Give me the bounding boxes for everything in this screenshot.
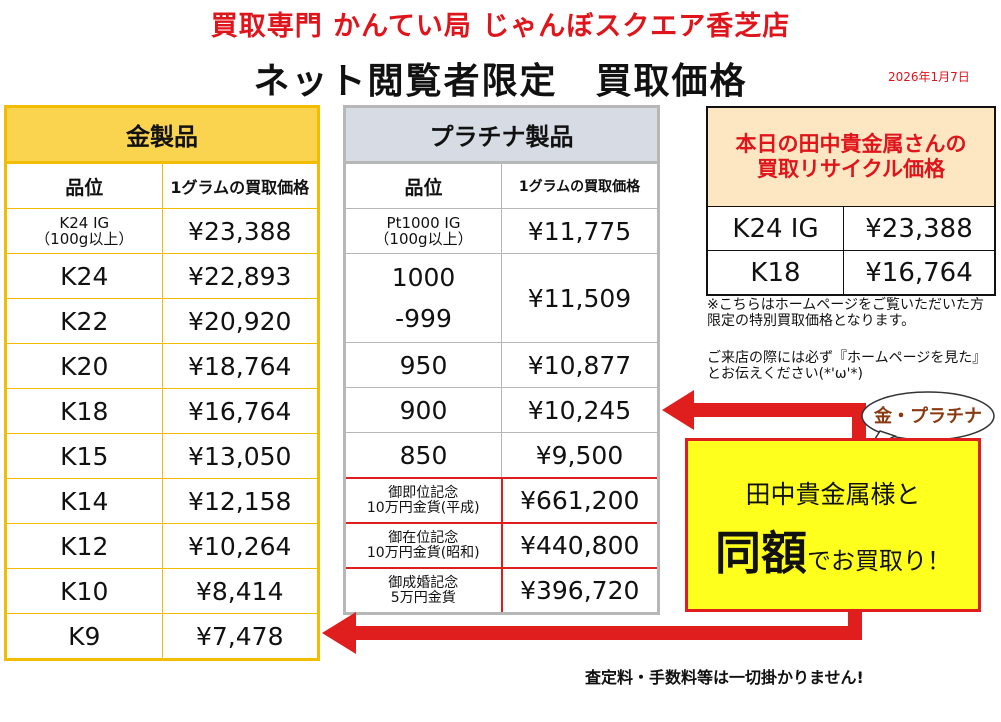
tanaka-price-box: 本日の田中貴金属さんの 買取リサイクル価格 K24 IG ¥23,388 K18 … bbox=[706, 106, 996, 296]
coin-price-cell: ¥440,800 bbox=[500, 522, 660, 569]
platinum-col-grade: 品位 bbox=[344, 162, 502, 209]
date-label: 2026年1月7日 bbox=[888, 70, 970, 84]
page-title: ネット閲覧者限定 買取価格 bbox=[253, 61, 748, 102]
platinum-grade-cell: 1000 -999 bbox=[344, 253, 502, 343]
table-row: K22 ¥20,920 bbox=[5, 298, 319, 344]
gold-col-grade: 品位 bbox=[5, 162, 163, 209]
coin-name: 御即位記念 bbox=[388, 484, 459, 501]
gold-price-cell: ¥22,893 bbox=[161, 253, 319, 299]
coin-name-cell: 御在位記念 10万円金貨(昭和) bbox=[343, 522, 503, 569]
tanaka-price: ¥23,388 bbox=[865, 213, 973, 244]
gold-price-table: 金製品 品位 1グラムの買取価格 K24 IG （100g以上） ¥23,388 … bbox=[4, 105, 320, 661]
table-row: K10 ¥8,414 bbox=[5, 568, 319, 614]
table-row: K24 ¥22,893 bbox=[5, 253, 319, 299]
platinum-price-cell: ¥10,245 bbox=[501, 387, 659, 433]
coin-row: 御成婚記念 5万円金貨 ¥396,720 bbox=[343, 567, 660, 615]
coin-name: 御在位記念 bbox=[388, 529, 459, 546]
platinum-grade-cell: 850 bbox=[344, 432, 502, 479]
platinum-grade-cell: Pt1000 IG （100g以上） bbox=[344, 208, 502, 254]
platinum-price-table: プラチナ製品 品位 1グラムの買取価格 Pt1000 IG （100g以上） ¥1… bbox=[343, 105, 660, 615]
platinum-grade-cell: 950 bbox=[344, 342, 502, 388]
coin-row: 御在位記念 10万円金貨(昭和) ¥440,800 bbox=[343, 522, 660, 569]
gold-price-cell: ¥12,158 bbox=[161, 478, 319, 524]
table-row: 850 ¥9,500 bbox=[344, 432, 659, 479]
platinum-col-price: 1グラムの買取価格 bbox=[501, 162, 659, 209]
table-row: 900 ¥10,245 bbox=[344, 387, 659, 433]
gold-price-cell: ¥7,478 bbox=[161, 613, 319, 660]
gold-grade-cell: K18 bbox=[5, 388, 163, 434]
promo-line2: 同額でお買取り！ bbox=[688, 517, 978, 583]
platinum-grade-sub: （100g以上） bbox=[374, 230, 473, 248]
platinum-grade: 1000 bbox=[391, 263, 456, 292]
tanaka-price: ¥16,764 bbox=[865, 257, 973, 288]
promo-bubble: 金・プラチナ bbox=[861, 390, 995, 444]
coin-name-cell: 御成婚記念 5万円金貨 bbox=[343, 567, 503, 615]
promo-line1: 田中貴金属様と bbox=[745, 480, 921, 509]
tanaka-heading-line2: 買取リサイクル価格 bbox=[757, 157, 945, 181]
footer-note: 査定料・手数料等は一切掛かりません! bbox=[585, 668, 864, 687]
table-row: K20 ¥18,764 bbox=[5, 343, 319, 389]
coin-subname: 10万円金貨(平成) bbox=[366, 499, 480, 516]
tanaka-row: K24 IG ¥23,388 bbox=[708, 207, 994, 251]
gold-price-cell: ¥18,764 bbox=[161, 343, 319, 389]
coin-row: 御即位記念 10万円金貨(平成) ¥661,200 bbox=[343, 477, 660, 524]
table-row: K15 ¥13,050 bbox=[5, 433, 319, 479]
arrow-to-gold-icon bbox=[322, 606, 862, 654]
coin-name-cell: 御即位記念 10万円金貨(平成) bbox=[343, 477, 503, 524]
gold-col-price: 1グラムの買取価格 bbox=[161, 162, 319, 209]
table-row: K18 ¥16,764 bbox=[5, 388, 319, 434]
coin-price-cell: ¥396,720 bbox=[500, 567, 660, 615]
gold-price-cell: ¥13,050 bbox=[161, 433, 319, 479]
promo-line2-text: でお買取り！ bbox=[807, 547, 951, 575]
platinum-price-cell: ¥11,775 bbox=[501, 208, 659, 254]
coin-price-cell: ¥661,200 bbox=[500, 477, 660, 524]
gold-table-title: 金製品 bbox=[5, 106, 319, 164]
platinum-grade-sub: -999 bbox=[395, 304, 452, 333]
gold-price-cell: ¥8,414 bbox=[161, 568, 319, 614]
gold-grade: K24 IG bbox=[59, 214, 110, 232]
promo-box: 田中貴金属様と 同額でお買取り！ bbox=[685, 438, 981, 612]
promo-bubble-text: 金・プラチナ bbox=[874, 406, 982, 427]
table-row: Pt1000 IG （100g以上） ¥11,775 bbox=[344, 208, 659, 254]
tanaka-grade: K18 bbox=[708, 251, 844, 294]
tanaka-grade: K24 IG bbox=[708, 207, 844, 250]
gold-grade-sub: （100g以上） bbox=[35, 230, 134, 248]
table-row: 1000 -999 ¥11,509 bbox=[344, 253, 659, 343]
visit-note: ご来店の際には必ず『ホームページを見た』とお伝えください(*'ω'*) bbox=[707, 350, 987, 382]
gold-grade-cell: K20 bbox=[5, 343, 163, 389]
table-row: 950 ¥10,877 bbox=[344, 342, 659, 388]
platinum-table-title: プラチナ製品 bbox=[344, 106, 659, 164]
gold-grade-cell: K24 IG （100g以上） bbox=[5, 208, 163, 254]
special-price-note: ※こちらはホームページをご覧いただいた方限定の特別買取価格となります。 bbox=[707, 297, 985, 329]
coin-subname: 10万円金貨(昭和) bbox=[366, 544, 480, 561]
gold-grade-cell: K24 bbox=[5, 253, 163, 299]
gold-price-cell: ¥10,264 bbox=[161, 523, 319, 569]
table-row: K9 ¥7,478 bbox=[5, 613, 319, 660]
gold-grade-cell: K15 bbox=[5, 433, 163, 479]
gold-grade-cell: K22 bbox=[5, 298, 163, 344]
tanaka-row: K18 ¥16,764 bbox=[708, 251, 994, 294]
promo-emphasis: 同額 bbox=[715, 526, 807, 580]
table-row: K12 ¥10,264 bbox=[5, 523, 319, 569]
platinum-grade: Pt1000 IG bbox=[386, 214, 461, 232]
platinum-price-cell: ¥11,509 bbox=[501, 253, 659, 343]
coin-name: 御成婚記念 bbox=[388, 574, 459, 591]
tanaka-heading: 本日の田中貴金属さんの 買取リサイクル価格 bbox=[708, 108, 994, 207]
tanaka-heading-line1: 本日の田中貴金属さんの bbox=[735, 132, 967, 156]
store-title: 買取専門 かんてい局 じゃんぼスクエア香芝店 bbox=[210, 11, 791, 42]
arrow-to-platinum-icon bbox=[662, 390, 866, 438]
platinum-price-cell: ¥9,500 bbox=[501, 432, 659, 479]
gold-price-cell: ¥16,764 bbox=[161, 388, 319, 434]
coin-subname: 5万円金貨 bbox=[390, 589, 456, 606]
